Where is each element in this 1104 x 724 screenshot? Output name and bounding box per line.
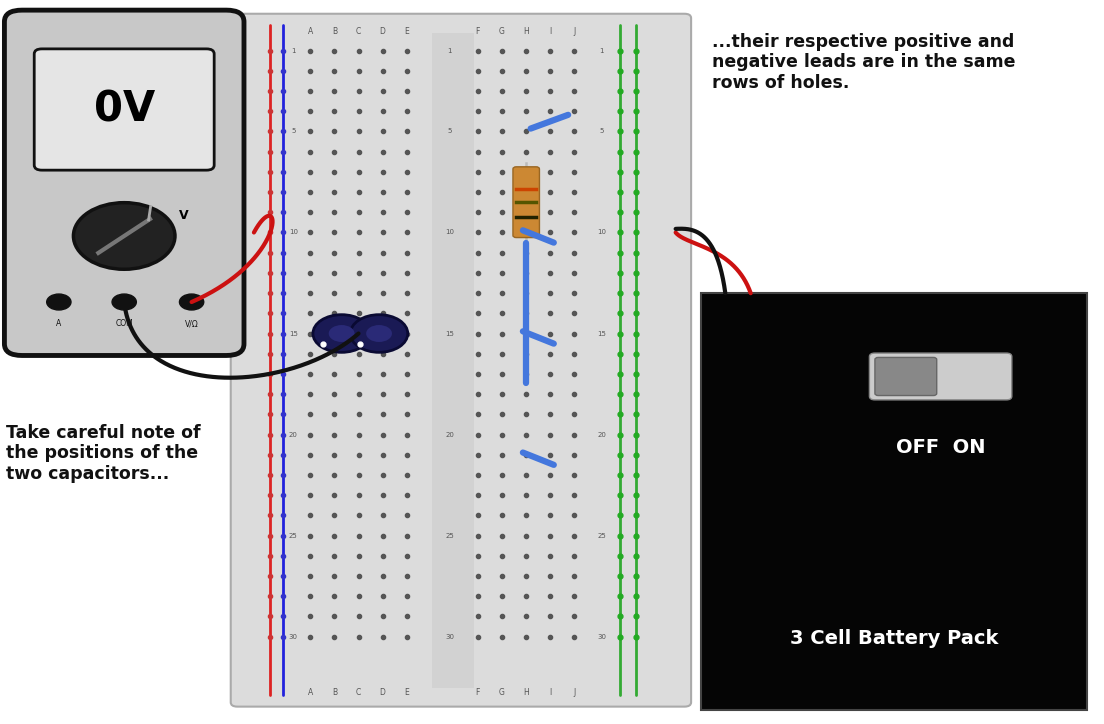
- FancyBboxPatch shape: [34, 49, 214, 170]
- Text: ...their respective positive and
negative leads are in the same
rows of holes.: ...their respective positive and negativ…: [712, 33, 1016, 92]
- Bar: [432, 33, 475, 688]
- Text: A: A: [56, 319, 62, 329]
- Text: 20: 20: [289, 432, 298, 437]
- Text: 25: 25: [597, 533, 606, 539]
- FancyBboxPatch shape: [231, 14, 691, 707]
- Text: 0V: 0V: [94, 88, 155, 130]
- Text: C: C: [355, 689, 361, 697]
- Circle shape: [180, 294, 204, 310]
- Text: I: I: [549, 689, 552, 697]
- Text: 30: 30: [597, 634, 606, 639]
- Text: F: F: [476, 27, 480, 35]
- Text: 3 Cell Battery Pack: 3 Cell Battery Pack: [790, 629, 998, 648]
- Text: C: C: [355, 27, 361, 35]
- Text: 25: 25: [289, 533, 298, 539]
- FancyBboxPatch shape: [4, 10, 244, 355]
- Text: H: H: [523, 689, 529, 697]
- Text: 20: 20: [597, 432, 606, 437]
- Text: OFF  ON: OFF ON: [895, 438, 986, 457]
- Text: H: H: [523, 27, 529, 35]
- Text: 10: 10: [597, 230, 606, 235]
- Text: 10: 10: [445, 230, 454, 235]
- Text: 30: 30: [289, 634, 298, 639]
- Text: A: A: [308, 27, 312, 35]
- Text: B: B: [332, 689, 337, 697]
- Text: 1: 1: [447, 48, 452, 54]
- Circle shape: [46, 294, 71, 310]
- Text: COM: COM: [115, 319, 134, 329]
- Text: 5: 5: [291, 128, 296, 135]
- Text: 5: 5: [447, 128, 452, 135]
- Circle shape: [73, 203, 174, 269]
- Text: 1: 1: [291, 48, 296, 54]
- Text: E: E: [404, 689, 410, 697]
- Text: 15: 15: [289, 331, 298, 337]
- Text: D: D: [380, 689, 385, 697]
- Circle shape: [329, 325, 354, 342]
- Text: V/Ω: V/Ω: [184, 319, 199, 329]
- Circle shape: [367, 325, 392, 342]
- Text: G: G: [499, 27, 505, 35]
- Text: A: A: [308, 689, 312, 697]
- FancyBboxPatch shape: [874, 358, 936, 395]
- Bar: [701, 293, 1087, 710]
- Text: J: J: [573, 27, 575, 35]
- Text: 30: 30: [445, 634, 454, 639]
- Circle shape: [112, 294, 137, 310]
- Circle shape: [312, 315, 370, 353]
- Text: J: J: [573, 689, 575, 697]
- Text: B: B: [332, 27, 337, 35]
- Text: E: E: [404, 27, 410, 35]
- Text: 5: 5: [599, 128, 604, 135]
- Text: 15: 15: [445, 331, 454, 337]
- Text: D: D: [380, 27, 385, 35]
- Text: 15: 15: [597, 331, 606, 337]
- FancyBboxPatch shape: [513, 167, 540, 237]
- Text: 10: 10: [289, 230, 298, 235]
- Text: Take careful note of
the positions of the
two capacitors...: Take careful note of the positions of th…: [6, 424, 200, 483]
- Text: F: F: [476, 689, 480, 697]
- Text: 25: 25: [445, 533, 454, 539]
- Text: 20: 20: [445, 432, 454, 437]
- Text: G: G: [499, 689, 505, 697]
- Text: I: I: [549, 27, 552, 35]
- Text: V: V: [179, 209, 189, 222]
- FancyBboxPatch shape: [870, 353, 1012, 400]
- Circle shape: [350, 315, 407, 353]
- Text: 1: 1: [599, 48, 604, 54]
